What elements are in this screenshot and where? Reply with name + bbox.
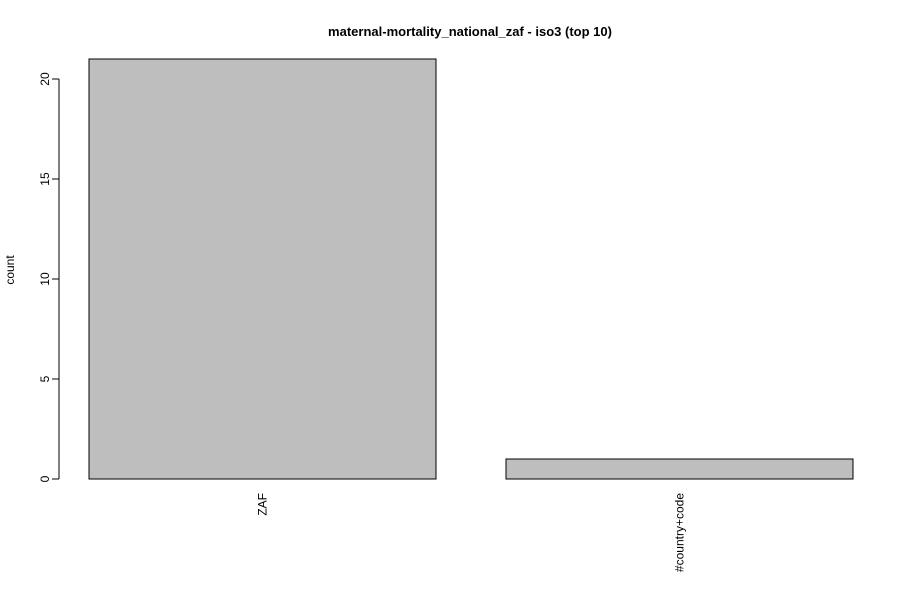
y-tick-label: 5 [38,375,52,382]
x-axis-labels: ZAF #country+code [256,493,687,572]
y-tick-label: 10 [38,272,52,286]
x-category-label: ZAF [256,493,270,516]
x-category-label: #country+code [673,493,687,572]
y-tick-label: 20 [38,72,52,86]
chart-title: maternal-mortality_national_zaf - iso3 (… [328,24,612,39]
y-axis-label: count [3,255,17,285]
y-tick-label: 15 [38,172,52,186]
y-axis: 0 5 10 15 20 [38,72,60,482]
bars [88,58,854,480]
bar-country-code [505,458,854,480]
y-tick-label: 0 [38,475,52,482]
bar-zaf [88,58,437,480]
